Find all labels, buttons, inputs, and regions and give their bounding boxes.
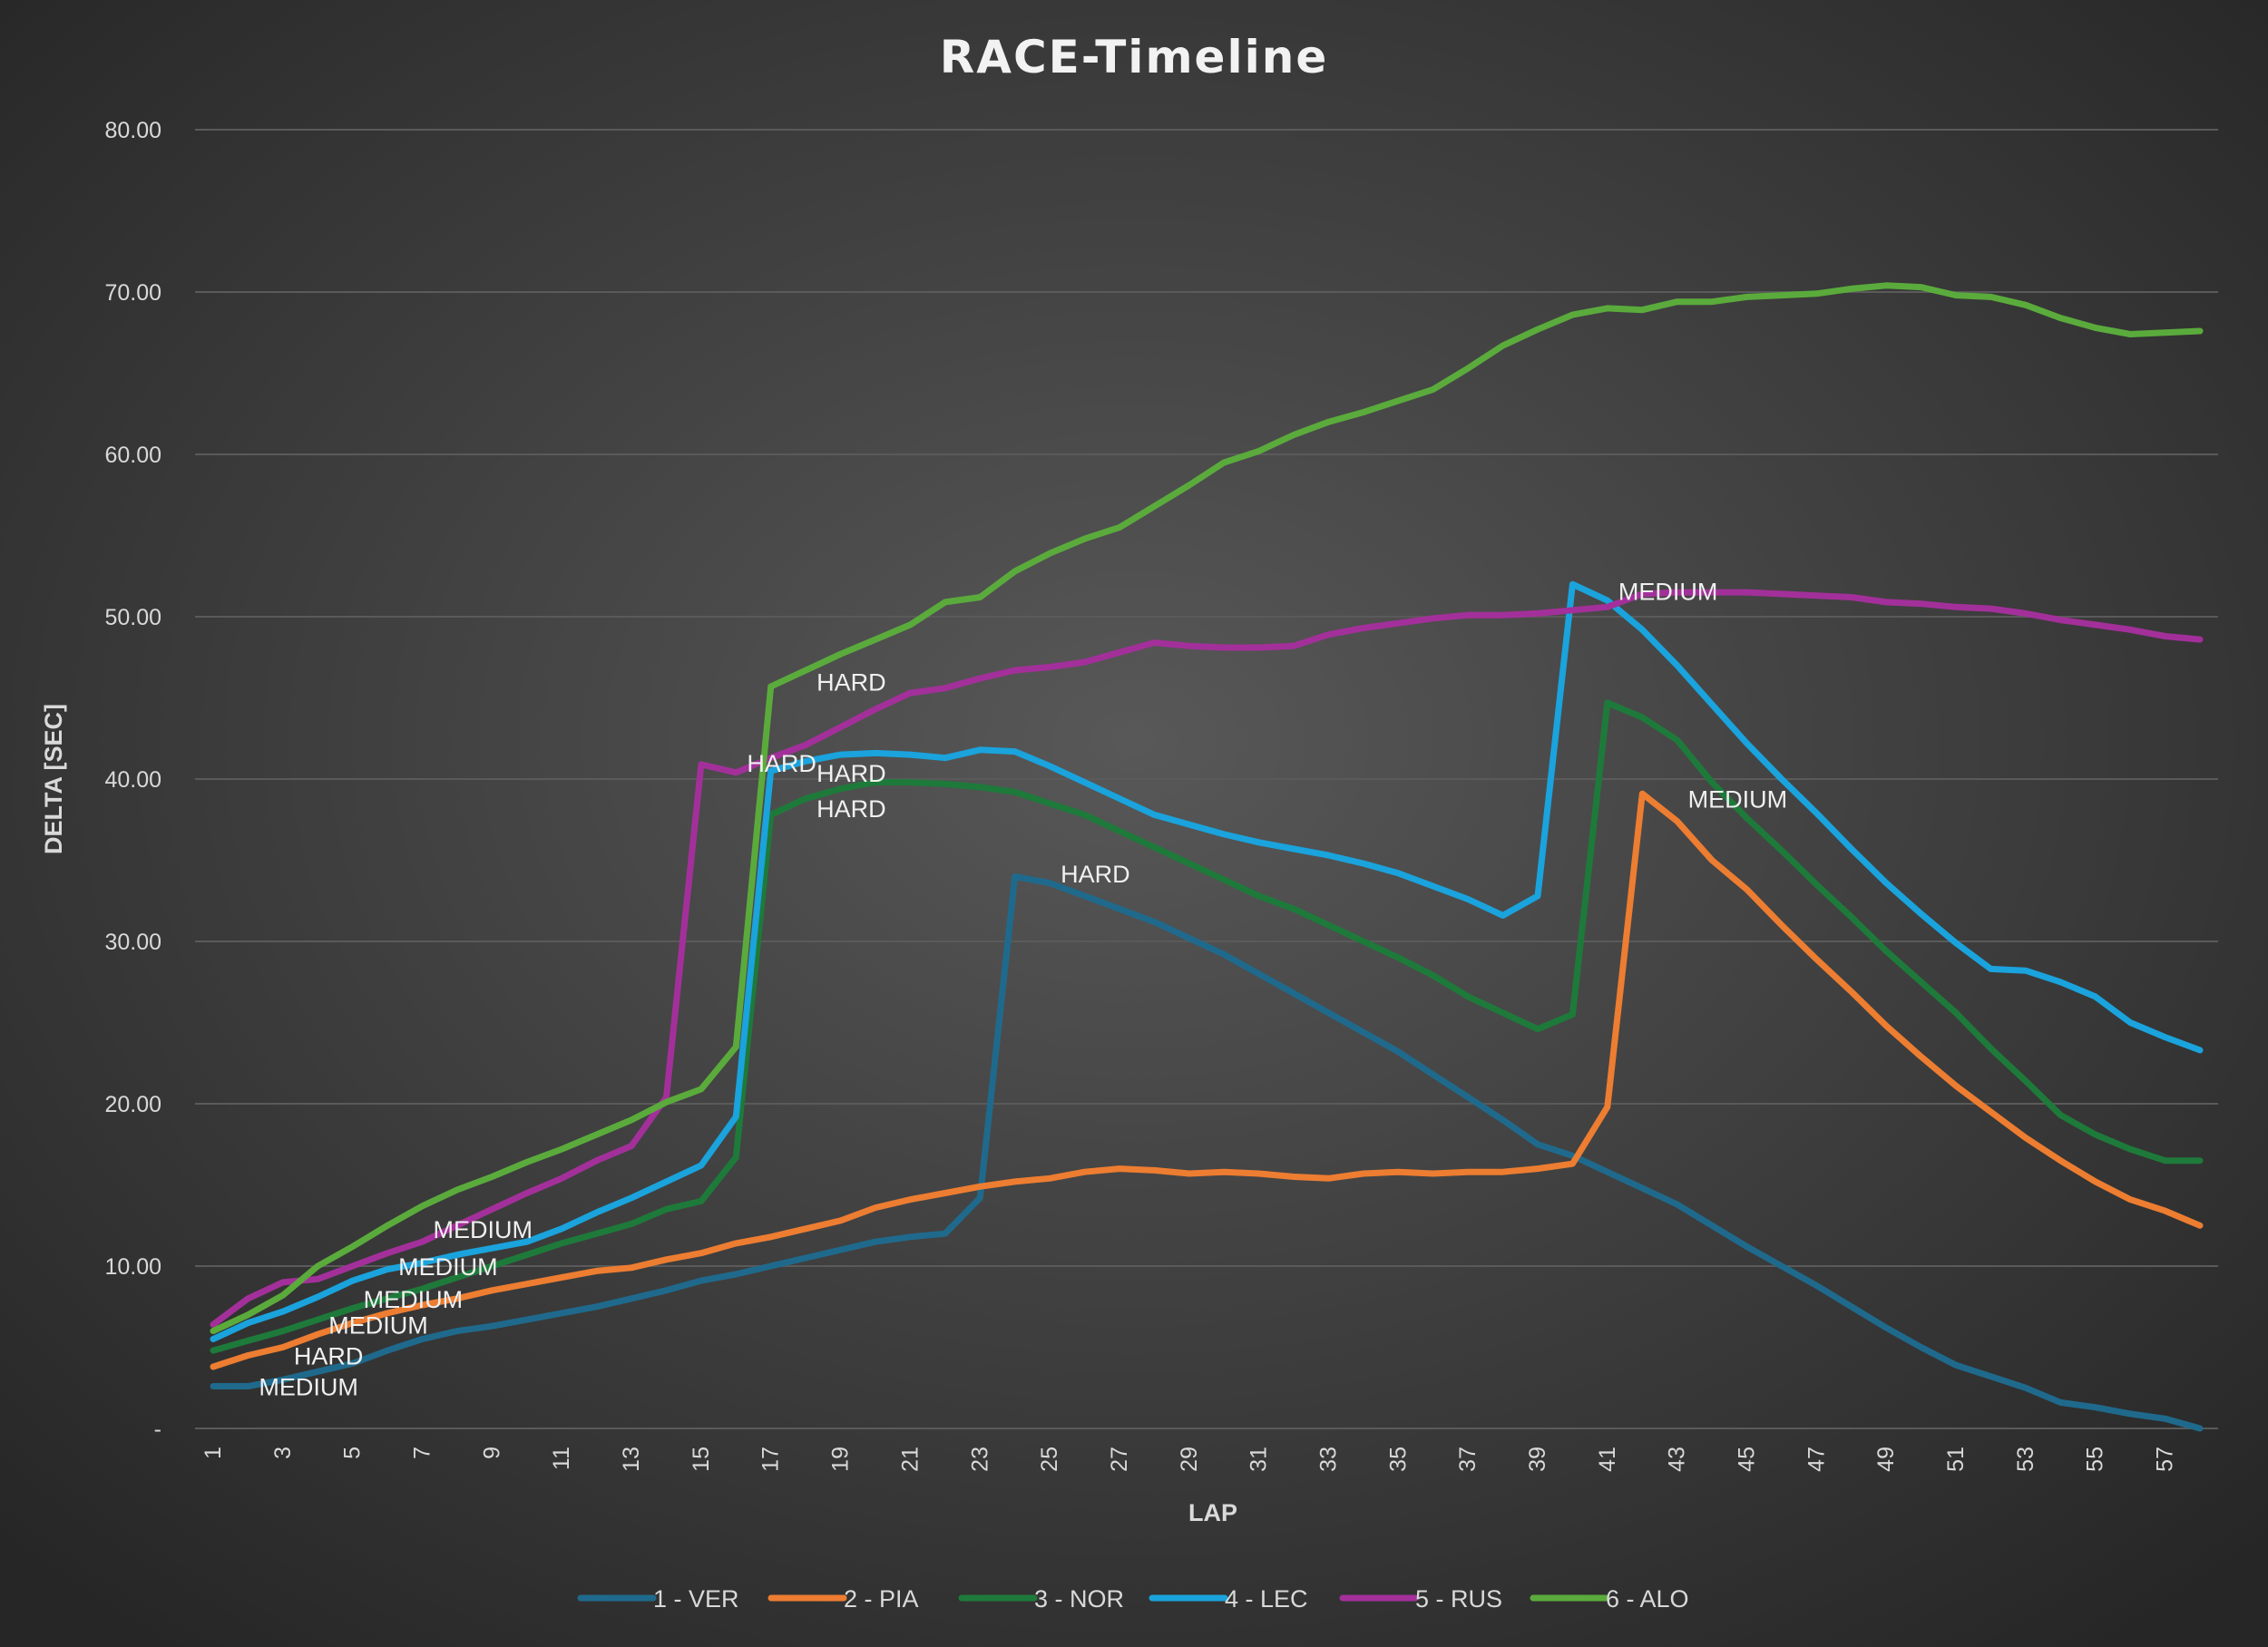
legend: 1 - VER 2 - PIA 3 - NOR 4 - LEC 5 - RUS 6 - A… [577,1585,1689,1613]
y-tick-label: 20.00 [104,1092,161,1117]
x-tick-label: 33 [1315,1447,1341,1472]
x-tick-label: 15 [689,1447,714,1472]
x-tick-label: 7 [410,1447,435,1459]
legend-label: 6 - ALO [1606,1585,1689,1613]
legend-label: 4 - LEC [1225,1585,1308,1613]
gridlines [195,129,2218,1429]
series-line-6-alo [210,282,2204,1335]
x-tick-label: 9 [479,1447,504,1459]
x-tick-label: 3 [270,1447,296,1459]
y-axis-title: DELTA [SEC] [40,704,67,854]
x-tick-label: 21 [897,1447,923,1472]
x-tick-label: 55 [2083,1447,2108,1472]
tyre-annotation: HARD [816,795,886,823]
x-tick-label: 5 [340,1447,366,1459]
series-line-1-ver [210,872,2204,1432]
tyre-annotations: MEDIUMHARDMEDIUMMEDIUMMEDIUMMEDIUMHARDHA… [259,578,1787,1400]
x-tick-label: 49 [1873,1447,1899,1472]
tyre-annotation: MEDIUM [259,1373,358,1400]
x-tick-label: 41 [1595,1447,1620,1472]
y-tick-label: 10.00 [104,1254,161,1280]
tyre-annotation: MEDIUM [398,1253,497,1281]
series-lines [210,282,2204,1432]
tyre-annotation: MEDIUM [1618,578,1718,605]
y-axis-ticks: - 10.00 20.00 30.00 40.00 50.00 60.00 70.00 80.0… [104,118,161,1442]
x-tick-label: 43 [1665,1447,1690,1472]
x-axis-title: LAP [1188,1499,1237,1526]
x-tick-label: 23 [967,1447,992,1472]
legend-label: 3 - NOR [1034,1585,1124,1613]
tyre-annotation: HARD [816,760,886,787]
tyre-annotation: MEDIUM [328,1311,428,1339]
x-tick-label: 29 [1177,1447,1202,1472]
x-tick-label: 37 [1455,1447,1481,1472]
tyre-annotation: HARD [294,1342,364,1369]
x-tick-label: 35 [1385,1447,1411,1472]
series-line-4-lec [210,580,2204,1342]
x-tick-label: 1 [200,1447,226,1459]
tyre-annotation: MEDIUM [364,1286,464,1313]
x-tick-label: 17 [758,1447,784,1472]
x-tick-label: 19 [828,1447,854,1472]
y-tick-label: - [154,1417,161,1442]
x-tick-label: 47 [1804,1447,1829,1472]
x-tick-label: 27 [1107,1447,1132,1472]
y-tick-label: 70.00 [104,280,161,306]
y-tick-label: 60.00 [104,443,161,468]
series-line-5-rus [210,589,2204,1328]
y-tick-label: 40.00 [104,767,161,793]
legend-label: 5 - RUS [1415,1585,1502,1613]
x-tick-label: 51 [1943,1447,1969,1472]
x-tick-label: 53 [2013,1447,2038,1472]
x-tick-label: 25 [1037,1447,1062,1472]
tyre-annotation: HARD [1061,861,1130,888]
y-tick-label: 30.00 [104,930,161,955]
tyre-annotation: MEDIUM [1688,785,1788,813]
x-tick-label: 39 [1525,1447,1550,1472]
legend-label: 1 - VER [653,1585,739,1613]
x-tick-label: 13 [619,1447,644,1472]
x-tick-label: 11 [549,1447,574,1470]
x-tick-label: 45 [1735,1447,1760,1472]
chart-title: RACE-Timeline [940,31,1329,83]
legend-label: 2 - PIA [844,1585,919,1613]
x-tick-label: 57 [2153,1447,2178,1472]
tyre-annotation: HARD [816,669,886,697]
y-tick-label: 50.00 [104,605,161,630]
tyre-annotation: HARD [747,750,816,777]
x-axis-ticks: 1 3 5 7 9 11 13 15 17 19 21 23 25 27 29 31 33 35 37 39 41 43 4… [200,1447,2178,1472]
x-tick-label: 31 [1246,1447,1272,1472]
series-line-2-pia [210,790,2204,1370]
y-tick-label: 80.00 [104,118,161,143]
tyre-annotation: MEDIUM [434,1216,533,1243]
series-line-3-nor [210,699,2204,1354]
